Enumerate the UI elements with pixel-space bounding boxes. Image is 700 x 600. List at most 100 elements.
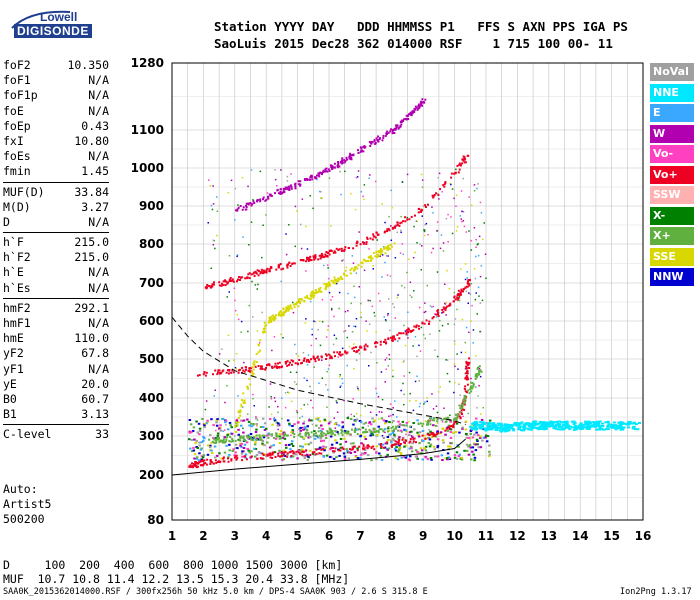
echo-noise-point bbox=[392, 413, 394, 416]
echo-trace-point bbox=[339, 351, 341, 354]
echo-trace-point bbox=[457, 293, 459, 296]
echo-dense-point bbox=[236, 447, 239, 450]
echo-trace-point bbox=[349, 152, 352, 155]
echo-trace-point bbox=[280, 268, 283, 271]
echo-noise-point bbox=[473, 190, 476, 192]
echo-noise-point bbox=[387, 255, 389, 257]
x-tick-label: 12 bbox=[509, 529, 526, 543]
echo-trace-point bbox=[323, 283, 326, 285]
echo-trace-point bbox=[596, 425, 600, 428]
echo-trace-point bbox=[480, 426, 484, 429]
echo-noise-point bbox=[406, 216, 409, 219]
echo-trace-point bbox=[402, 332, 405, 335]
echo-noise-point bbox=[385, 368, 387, 370]
echo-noise-point bbox=[212, 185, 214, 187]
echo-trace-point bbox=[577, 425, 581, 428]
echo-dense-point bbox=[382, 419, 386, 422]
echo-noise-point bbox=[420, 269, 422, 271]
echo-dense-point bbox=[398, 423, 402, 426]
echo-trace-point bbox=[517, 428, 521, 431]
echo-noise-point bbox=[293, 381, 296, 383]
echo-noise-point bbox=[421, 245, 423, 247]
echo-trace-point bbox=[502, 424, 506, 427]
echo-dense-point bbox=[356, 447, 359, 450]
echo-noise-point bbox=[250, 169, 253, 171]
echo-trace-point bbox=[204, 462, 207, 465]
echo-trace-point bbox=[450, 425, 453, 427]
echo-trace-point bbox=[247, 370, 250, 373]
echo-dense-point bbox=[193, 457, 196, 460]
echo-dense-point bbox=[436, 438, 440, 441]
echo-trace-point bbox=[324, 253, 327, 256]
echo-trace-point bbox=[478, 365, 481, 368]
echo-trace-point bbox=[594, 422, 598, 425]
echo-trace-point bbox=[341, 157, 344, 160]
echo-trace-point bbox=[313, 294, 316, 297]
echo-trace-point bbox=[537, 428, 541, 431]
echo-dense-point bbox=[208, 446, 212, 449]
echo-trace-point bbox=[310, 174, 313, 177]
echo-trace-point bbox=[511, 424, 515, 427]
echo-trace-point bbox=[460, 293, 462, 296]
echo-dense-point bbox=[242, 447, 246, 449]
echo-trace-point bbox=[359, 243, 362, 246]
echo-noise-point bbox=[257, 283, 259, 286]
echo-trace-point bbox=[366, 260, 369, 263]
legend-item: NoVal bbox=[650, 63, 694, 81]
echo-trace-point bbox=[443, 307, 446, 310]
echo-trace-point bbox=[268, 268, 271, 271]
echo-trace-point bbox=[308, 257, 311, 260]
y-tick-label: 200 bbox=[139, 468, 164, 482]
echo-trace-point bbox=[373, 448, 376, 451]
echo-trace-point bbox=[505, 429, 509, 432]
echo-noise-point bbox=[449, 414, 451, 416]
echo-trace-point bbox=[264, 199, 267, 202]
param-row: MUF(D) 33.84 bbox=[3, 185, 109, 200]
echo-trace-point bbox=[346, 432, 349, 435]
echo-trace-point bbox=[470, 381, 473, 384]
echo-trace-point bbox=[336, 166, 339, 169]
echo-trace-point bbox=[316, 174, 318, 177]
echo-dense-point bbox=[475, 438, 479, 441]
echo-noise-point bbox=[439, 319, 441, 322]
echo-trace-point bbox=[386, 230, 388, 233]
echo-trace-point bbox=[248, 272, 251, 275]
echo-dense-point bbox=[268, 446, 272, 449]
echo-dense-point bbox=[425, 451, 428, 454]
echo-noise-point bbox=[295, 353, 297, 355]
echo-noise-point bbox=[431, 393, 433, 395]
echo-dense-point bbox=[278, 449, 281, 452]
echo-noise-point bbox=[216, 196, 218, 198]
echo-trace-point bbox=[277, 266, 280, 269]
legend-item: SSE bbox=[650, 247, 694, 266]
echo-trace-point bbox=[428, 320, 431, 323]
echo-noise-point bbox=[335, 282, 338, 285]
echo-dense-point bbox=[254, 441, 257, 444]
true-height-profile bbox=[171, 438, 466, 476]
echo-trace-point bbox=[316, 291, 319, 294]
echo-trace-point bbox=[273, 316, 276, 318]
echo-dense-point bbox=[288, 424, 291, 427]
echo-trace-point bbox=[362, 150, 365, 153]
echo-noise-point bbox=[458, 299, 461, 302]
echo-trace-point bbox=[241, 366, 244, 369]
echo-trace-point bbox=[268, 452, 271, 455]
echo-trace-point bbox=[460, 164, 462, 167]
echo-noise-point bbox=[432, 247, 434, 250]
echo-trace-point bbox=[298, 359, 301, 361]
echo-noise-point bbox=[475, 255, 477, 258]
echo-dense-point bbox=[398, 446, 402, 449]
echo-noise-point bbox=[390, 225, 392, 227]
param-value: 3.13 bbox=[81, 407, 109, 422]
echo-noise-point bbox=[453, 323, 456, 326]
echo-noise-point bbox=[338, 307, 340, 310]
echo-dense-point bbox=[239, 442, 242, 445]
echo-dense-point bbox=[356, 457, 360, 460]
echo-trace-point bbox=[511, 428, 515, 430]
echo-trace-point bbox=[480, 370, 483, 373]
echo-dense-point bbox=[374, 419, 377, 422]
echo-trace-point bbox=[209, 460, 212, 463]
echo-trace-point bbox=[579, 428, 583, 431]
echo-noise-point bbox=[376, 239, 378, 241]
echo-trace-point bbox=[334, 447, 337, 450]
